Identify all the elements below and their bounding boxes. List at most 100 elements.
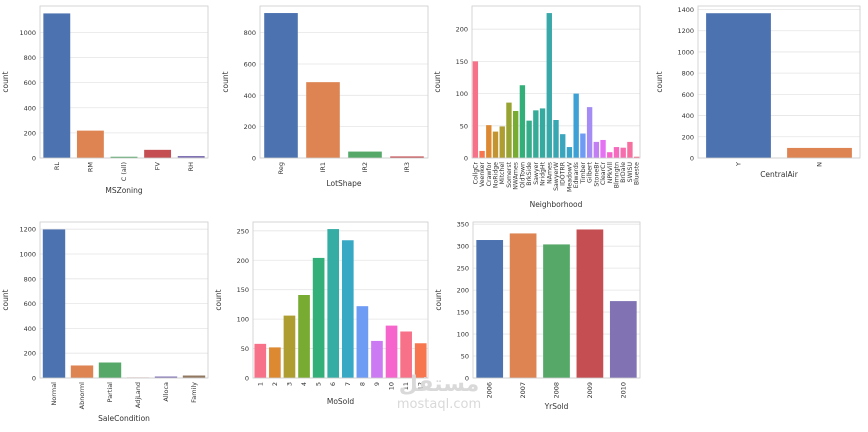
x-tick-label: Abnorml (78, 382, 86, 410)
bar-5 (313, 258, 325, 378)
bar-brdale (621, 148, 626, 158)
y-tick-label: 50 (461, 353, 469, 361)
x-tick-label: IR3 (403, 162, 411, 173)
y-tick-label: 400 (24, 104, 36, 112)
bar-4 (298, 295, 310, 378)
y-tick-label: 600 (682, 91, 694, 99)
bar-7 (342, 240, 354, 378)
bar-9 (371, 341, 383, 378)
y-tick-label: 600 (24, 79, 36, 87)
x-tick-label: 1 (256, 382, 264, 386)
y-tick-label: 200 (682, 133, 694, 141)
bar-fv (144, 150, 171, 158)
bar-normal (43, 229, 65, 378)
y-tick-label: 150 (456, 58, 468, 66)
bar-partial (99, 362, 121, 378)
x-axis-label: YrSold (544, 402, 569, 411)
y-tick-label: 1400 (677, 6, 694, 14)
x-tick-label: Alloca (162, 382, 170, 402)
bar-1 (254, 344, 266, 378)
y-axis-label: count (1, 289, 10, 310)
bar-nridght (540, 108, 545, 158)
y-tick-label: 400 (24, 325, 36, 333)
x-tick-label: 9 (373, 382, 381, 386)
bar-idotrr (560, 134, 565, 158)
bar-8 (357, 306, 369, 378)
bar-noridge (493, 132, 498, 158)
y-tick-label: 250 (457, 265, 469, 273)
x-tick-label: 3 (285, 382, 293, 386)
x-tick-label: 2008 (553, 382, 561, 399)
bar-ir2 (348, 152, 382, 158)
bar-11 (400, 331, 412, 378)
bar-swisu (627, 142, 632, 158)
y-tick-label: 100 (457, 331, 469, 339)
x-tick-label: RM (86, 162, 94, 172)
bar-2009 (577, 229, 604, 378)
bar-y (706, 13, 771, 158)
bar-timber (580, 134, 585, 158)
y-tick-label: 1000 (19, 29, 36, 37)
bar-somerst (506, 103, 511, 158)
y-tick-label: 100 (237, 316, 249, 324)
y-tick-label: 0 (32, 375, 36, 383)
x-tick-label: 10 (388, 382, 396, 390)
bar-nwames (513, 111, 518, 158)
x-tick-label: 2007 (519, 382, 527, 399)
y-tick-label: 1200 (19, 226, 36, 234)
x-tick-label: FV (154, 161, 162, 170)
x-tick-label: 7 (344, 382, 352, 386)
y-tick-label: 0 (245, 375, 249, 383)
bar-meadowv (567, 147, 572, 158)
bar-6 (327, 229, 339, 378)
y-tick-label: 800 (24, 54, 36, 62)
bar-gilbert (587, 107, 592, 158)
x-tick-label: 8 (358, 382, 366, 386)
x-tick-label: 12 (417, 382, 425, 390)
y-tick-label: 200 (237, 257, 249, 265)
bar-veenker (479, 151, 484, 158)
x-tick-label: Partial (106, 382, 114, 403)
x-tick-label: Reg (277, 162, 285, 174)
y-tick-label: 0 (32, 155, 36, 163)
y-tick-label: 200 (244, 123, 256, 131)
x-tick-label: C (all) (120, 162, 128, 181)
x-tick-label: 4 (300, 382, 308, 386)
bar-brkside (526, 121, 531, 158)
y-tick-label: 600 (244, 60, 256, 68)
x-axis-label: Neighborhood (530, 200, 583, 209)
y-tick-label: 600 (24, 300, 36, 308)
y-tick-label: 150 (237, 286, 249, 294)
y-axis-label: count (434, 289, 443, 310)
y-tick-label: 0 (465, 375, 469, 383)
bar-2 (269, 347, 281, 378)
y-axis-label: count (655, 71, 664, 92)
bar-2007 (510, 233, 537, 378)
x-axis-label: SaleCondition (98, 414, 150, 423)
y-axis-label: count (221, 71, 230, 92)
x-tick-label: 2009 (586, 382, 594, 399)
y-tick-label: 0 (690, 155, 694, 163)
bar-rm (77, 131, 104, 158)
y-tick-label: 50 (241, 345, 249, 353)
x-tick-label: 6 (329, 382, 337, 386)
y-tick-label: 1000 (19, 250, 36, 258)
x-tick-label: 5 (315, 382, 323, 386)
y-tick-label: 400 (682, 112, 694, 120)
bar-npkvill (607, 152, 612, 158)
y-tick-label: 800 (244, 29, 256, 37)
x-tick-label: RL (53, 162, 61, 171)
x-tick-label: RH (187, 162, 195, 172)
x-tick-label: Blueste (634, 162, 641, 185)
x-tick-label: Normal (50, 382, 58, 406)
x-tick-label: N (816, 162, 824, 167)
x-axis-label: LotShape (326, 179, 361, 188)
bar-sawyerw (553, 120, 558, 158)
x-axis-label: MoSold (327, 397, 354, 406)
bar-rl (43, 13, 70, 158)
